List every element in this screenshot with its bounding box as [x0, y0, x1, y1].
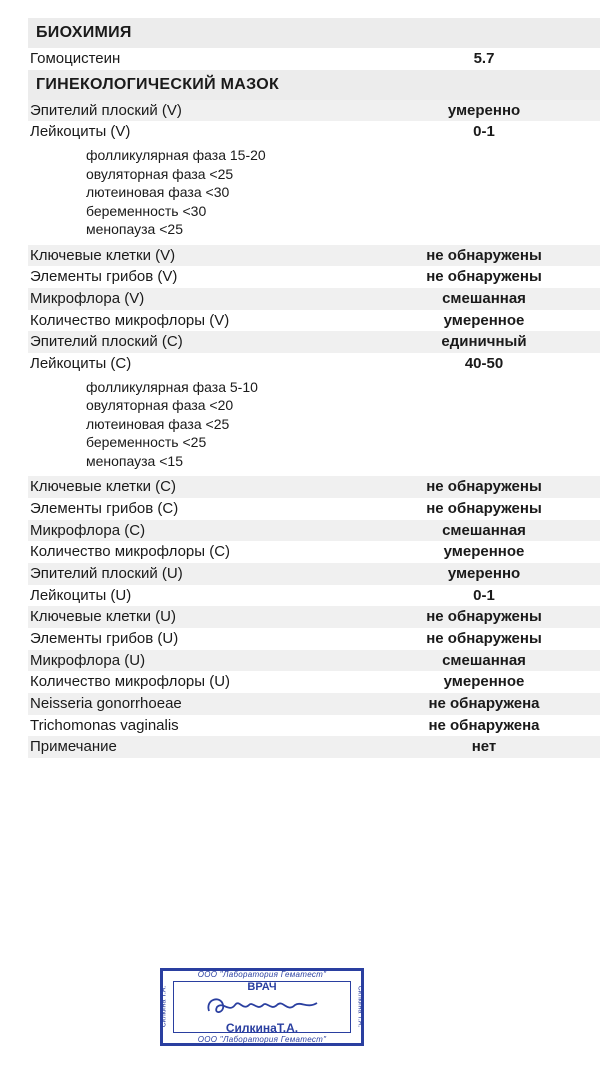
- section-title-gyn: ГИНЕКОЛОГИЧЕСКИЙ МАЗОК: [28, 69, 600, 100]
- result-row: Количество микрофлоры (V) умеренное: [28, 310, 600, 332]
- result-value: умеренно: [447, 564, 521, 582]
- result-row: Лейкоциты (С) 40-50: [28, 353, 600, 375]
- reference-range-line: овуляторная фаза <25: [86, 165, 234, 182]
- result-value: смешанная: [442, 521, 526, 539]
- result-row: Ключевые клетки (С) не обнаружены: [28, 476, 600, 498]
- reference-range-line: лютеиновая фаза <30: [86, 184, 230, 201]
- biochem-rows: Гомоцистеин 5.7: [28, 48, 600, 70]
- result-label: Элементы грибов (U): [30, 630, 179, 647]
- result-row: Эпителий плоский (V) умеренно: [28, 99, 600, 122]
- stamp-org-top: ООО "Лаборатория Гематест": [197, 970, 327, 979]
- result-value: не обнаружена: [428, 695, 540, 713]
- result-value: 0-1: [473, 123, 495, 141]
- reference-range-line: беременность <25: [86, 434, 207, 451]
- result-row: Trichomonas vaginalis не обнаружена: [28, 715, 600, 737]
- result-row: Ключевые клетки (V) не обнаружены: [28, 244, 600, 267]
- result-row: Эпителий плоский (С) единичный: [28, 331, 600, 353]
- result-value: нет: [471, 738, 497, 756]
- result-value: умеренное: [443, 311, 525, 329]
- result-value: умеренно: [447, 101, 521, 119]
- reference-range-line: менопауза <25: [86, 221, 183, 238]
- stamp-doctor-name: СилкинаТ.А.: [225, 1021, 299, 1035]
- result-label: Trichomonas vaginalis: [30, 716, 179, 734]
- result-value: не обнаружены: [426, 478, 542, 496]
- result-row: Гомоцистеин 5.7: [28, 48, 600, 70]
- reference-range-line: беременность <30: [86, 202, 207, 219]
- result-row: Микрофлора (V) смешанная: [28, 287, 600, 310]
- result-value: умеренное: [443, 543, 525, 561]
- result-label: Элементы грибов (V): [30, 268, 178, 286]
- reference-range-line: фолликулярная фаза 15-20: [86, 147, 266, 164]
- result-label: Микрофлора (С): [30, 521, 146, 539]
- reference-range-line: фолликулярная фаза 5-10: [86, 378, 258, 395]
- result-row: Микрофлора (U) смешанная: [28, 649, 600, 672]
- result-value: не обнаружена: [428, 716, 540, 734]
- reference-range-line: овуляторная фаза <20: [86, 397, 234, 414]
- result-value: умеренное: [443, 673, 525, 691]
- result-row: Ключевые клетки (U) не обнаружены: [28, 606, 600, 628]
- result-label: Эпителий плоский (V): [30, 101, 182, 119]
- reference-range-line: лютеиновая фаза <25: [86, 415, 230, 432]
- result-label: Количество микрофлоры (U): [30, 673, 231, 691]
- reference-ranges-c: фолликулярная фаза 5-10 овуляторная фаза …: [28, 375, 600, 477]
- gyn-rows-c: Ключевые клетки (С) не обнаружены Элементы…: [28, 476, 600, 759]
- result-label: Гомоцистеин: [30, 50, 121, 67]
- result-label: Лейкоциты (V): [30, 123, 131, 141]
- result-label: Neisseria gonorrhoeae: [30, 695, 182, 713]
- result-label: Ключевые клетки (V): [30, 246, 176, 264]
- result-value: не обнаружены: [426, 499, 542, 517]
- result-row: Лейкоциты (V) 0-1: [28, 121, 600, 143]
- result-row: Эпителий плоский (U) умеренно: [28, 562, 600, 585]
- result-label: Элементы грибов (С): [30, 499, 179, 517]
- stamp-inner-border: [173, 981, 351, 1033]
- gyn-rows-v2: Ключевые клетки (V) не обнаружены Элементы…: [28, 244, 600, 375]
- result-label: Микрофлора (U): [30, 651, 146, 669]
- result-label: Количество микрофлоры (V): [30, 311, 230, 329]
- result-value: смешанная: [442, 651, 526, 669]
- doctor-stamp: ООО "Лаборатория Гематест" ООО "Лаборато…: [160, 968, 364, 1046]
- result-value: 40-50: [464, 355, 504, 372]
- stamp-org-bottom: ООО "Лаборатория Гематест": [197, 1035, 327, 1044]
- result-label: Эпителий плоский (U): [30, 564, 183, 582]
- result-value: не обнаружены: [426, 246, 542, 264]
- result-label: Количество микрофлоры (С): [30, 543, 231, 561]
- result-row: Количество микрофлоры (С) умеренное: [28, 541, 600, 563]
- stamp-role: ВРАЧ: [247, 981, 277, 993]
- lab-report: БИОХИМИЯ Гомоцистеин 5.7 ГИНЕКОЛОГИЧЕСКИЙ…: [28, 18, 600, 759]
- result-value: не обнаружены: [426, 630, 542, 647]
- result-label: Лейкоциты (С): [30, 355, 132, 372]
- reference-ranges-v: фолликулярная фаза 15-20 овуляторная фаза…: [28, 143, 600, 245]
- result-value: не обнаружены: [426, 268, 542, 286]
- result-row: Элементы грибов (С) не обнаружены: [28, 498, 600, 520]
- result-value: единичный: [441, 333, 527, 351]
- result-value: смешанная: [442, 289, 526, 307]
- result-label: Ключевые клетки (U): [30, 608, 176, 626]
- result-label: Микрофлора (V): [30, 289, 145, 307]
- result-row: Микрофлора (С) смешанная: [28, 519, 600, 542]
- result-value: 5.7: [473, 50, 495, 67]
- gyn-rows-v1: Эпителий плоский (V) умеренно Лейкоциты (V…: [28, 99, 600, 143]
- result-label: Эпителий плоский (С): [30, 333, 183, 351]
- result-label: Ключевые клетки (С): [30, 478, 176, 496]
- result-value: не обнаружены: [426, 608, 542, 626]
- result-row: Количество микрофлоры (U) умеренное: [28, 671, 600, 693]
- result-row: Элементы грибов (U) не обнаружены: [28, 628, 600, 650]
- result-row: Элементы грибов (V) не обнаружены: [28, 266, 600, 288]
- result-label: Лейкоциты (U): [30, 586, 132, 604]
- result-row: Лейкоциты (U) 0-1: [28, 585, 600, 607]
- result-row: Neisseria gonorrhoeae не обнаружена: [28, 693, 600, 715]
- section-title-biochem: БИОХИМИЯ: [28, 18, 600, 48]
- signature-icon: [207, 998, 318, 1013]
- result-label: Примечание: [30, 738, 117, 756]
- result-value: 0-1: [473, 586, 495, 604]
- result-row: Примечание нет: [28, 736, 600, 759]
- reference-range-line: менопауза <15: [86, 452, 183, 469]
